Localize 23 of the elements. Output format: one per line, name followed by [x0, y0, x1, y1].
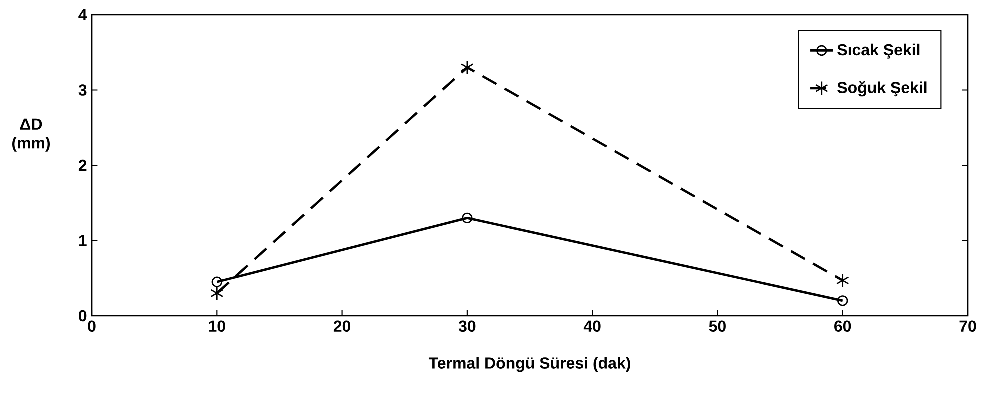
- y-tick-label: 0: [79, 310, 87, 322]
- x-axis-title: Termal Döngü Süresi (dak): [428, 357, 630, 372]
- legend-label: Sıcak Şekil: [838, 44, 920, 59]
- y-tick-label: 3: [78, 84, 87, 96]
- point: [838, 296, 848, 306]
- point: [210, 286, 224, 301]
- x-tick-label: 30: [458, 320, 476, 332]
- x-tick-label: 20: [334, 320, 351, 332]
- y-tick-label: 1: [79, 235, 87, 246]
- x-tick-label: 70: [960, 320, 976, 332]
- y-tick-label: 2: [78, 160, 87, 172]
- point: [212, 276, 222, 288]
- x-tick-label: 10: [209, 320, 226, 332]
- x-tick-label: 40: [584, 320, 601, 332]
- point: [836, 273, 850, 288]
- legend-label: Soğuk Şekil: [838, 82, 927, 97]
- x-tick-label: 0: [88, 320, 96, 332]
- point: [462, 212, 473, 224]
- point: [460, 60, 474, 76]
- y-axis-title: ΔD (mm): [12, 118, 50, 152]
- x-tick-label: 60: [834, 320, 852, 332]
- x-tick-label: 50: [709, 320, 726, 332]
- y-tick-label: 4: [78, 10, 88, 21]
